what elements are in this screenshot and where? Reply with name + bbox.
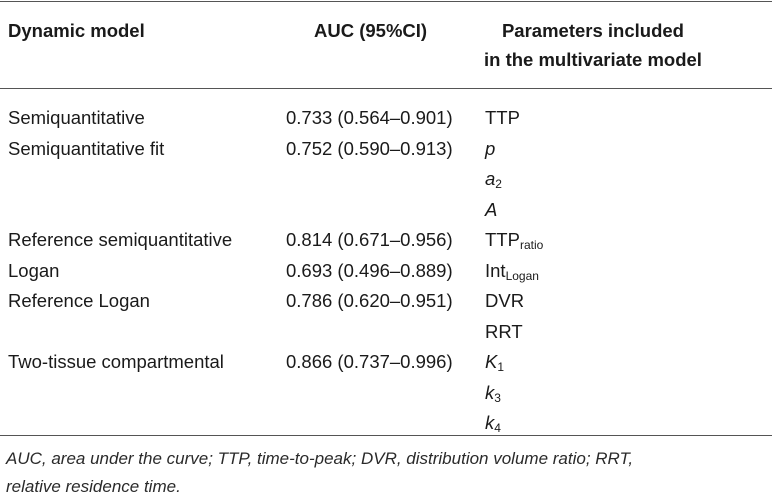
header-dynamic-model: Dynamic model [8,20,145,41]
param-cell: TTP [485,107,520,128]
table-row: Reference Logan 0.786 (0.620–0.951) DVR [0,286,772,317]
table-row: RRT [0,317,772,348]
param-cell: TTPratio [485,229,544,252]
table-row: Logan 0.693 (0.496–0.889) IntLogan [0,256,772,287]
top-rule [0,1,772,2]
param-cell: k3 [485,381,501,405]
model-cell: Semiquantitative [8,107,145,128]
auc-cell: 0.752 (0.590–0.913) [286,137,453,159]
footnote-line-1: AUC, area under the curve; TTP, time-to-… [6,449,634,468]
param-cell: a2 [485,168,502,191]
auc-cell: 0.814 (0.671–0.956) [286,229,453,250]
model-cell: Semiquantitative fit [8,137,165,159]
bottom-rule [0,435,772,436]
model-cell: Reference semiquantitative [8,229,233,250]
table-row: a2 [0,164,772,195]
header-parameters-line2: in the multivariate model [484,49,702,70]
param-cell: A [485,198,498,220]
auc-cell: 0.786 (0.620–0.951) [286,290,453,311]
auc-cell: 0.733 (0.564–0.901) [286,107,453,128]
param-cell: DVR [485,290,525,311]
footnote-line-2: relative residence time. [6,477,181,496]
table-row: Semiquantitative 0.733 (0.564–0.901) TTP [0,103,772,134]
param-cell: RRT [485,320,523,342]
table-footnote: AUC, area under the curve; TTP, time-to-… [6,445,766,501]
header-auc: AUC (95%CI) [314,20,428,41]
model-cell: Logan [8,259,60,281]
param-cell: k4 [485,412,501,435]
table-body: Semiquantitative 0.733 (0.564–0.901) TTP… [0,103,772,439]
model-cell: Two-tissue compartmental [8,351,224,372]
model-cell: Reference Logan [8,290,150,311]
table-row: Reference semiquantitative 0.814 (0.671–… [0,225,772,256]
table-row: A [0,195,772,226]
table-row: Two-tissue compartmental 0.866 (0.737–0.… [0,347,772,378]
header-parameters-line1: Parameters included [501,20,684,41]
auc-cell: 0.693 (0.496–0.889) [286,259,453,281]
header-rule [0,88,772,89]
param-cell: p [485,137,496,159]
header-parameters: Parameters included in the multivariate … [484,16,702,74]
table-row: k4 [0,408,772,439]
table-row: k3 [0,378,772,409]
table-row: Semiquantitative fit 0.752 (0.590–0.913)… [0,134,772,165]
param-cell: K1 [485,351,505,374]
param-cell: IntLogan [485,259,539,283]
auc-cell: 0.866 (0.737–0.996) [286,351,453,372]
